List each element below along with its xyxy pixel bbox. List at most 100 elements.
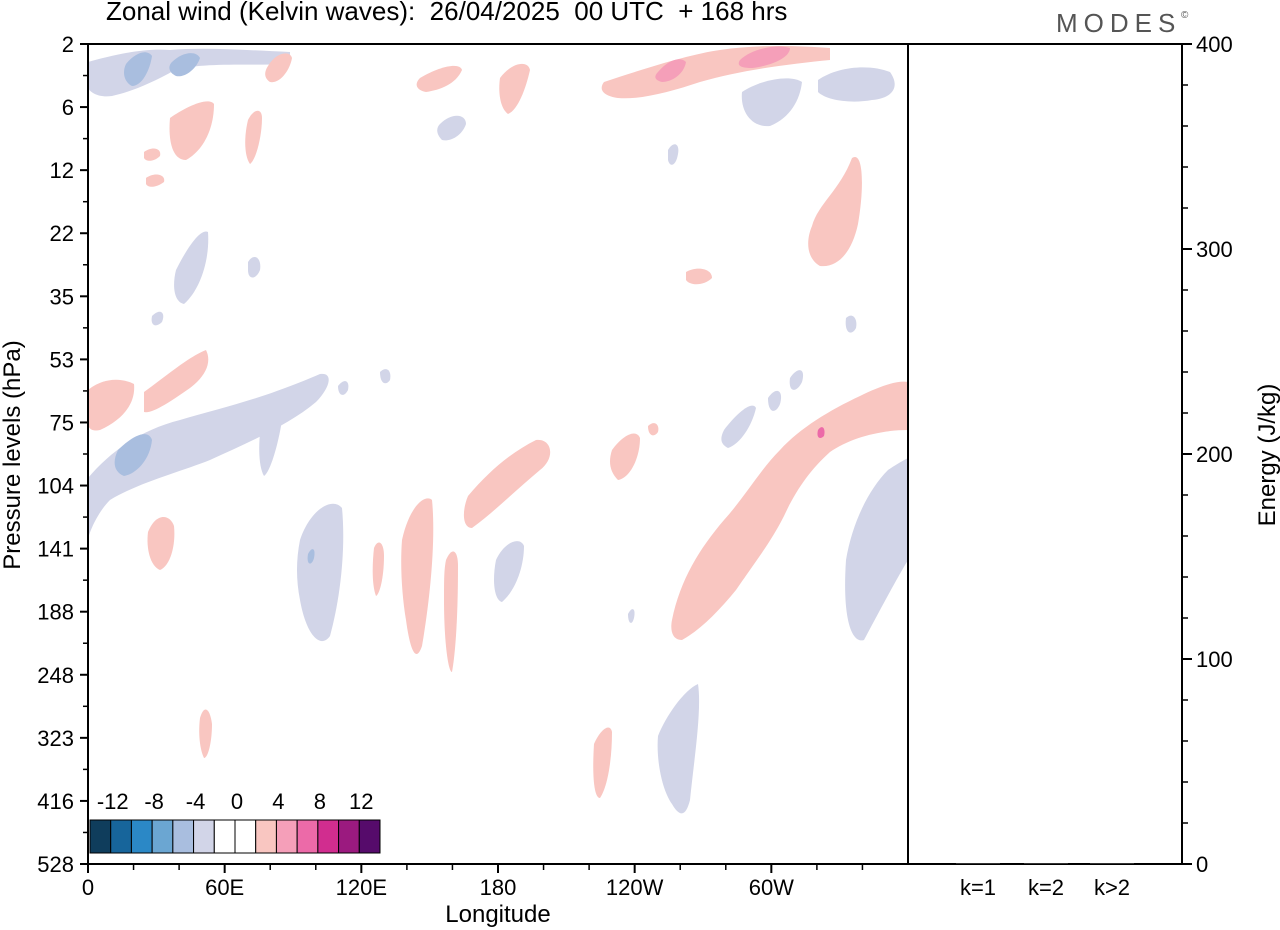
chart-title: Zonal wind (Kelvin waves): 26/04/2025 00… xyxy=(106,0,788,26)
contour-positive xyxy=(245,110,262,164)
energy-bars: k=1 k=2 k>2 xyxy=(956,863,1134,900)
y-tick-label: 416 xyxy=(37,789,74,814)
contour-negative xyxy=(494,541,524,602)
colorbar-cell xyxy=(317,819,340,854)
energy-bar xyxy=(1090,863,1134,864)
colorbar-cell xyxy=(172,819,195,854)
contour-positive xyxy=(199,709,212,758)
colorbar-cell xyxy=(213,819,236,854)
y-tick-label: 75 xyxy=(50,410,74,435)
contour-negative xyxy=(628,609,635,623)
x-tick-label: 120W xyxy=(606,875,664,900)
x-tick-label: 120E xyxy=(336,875,387,900)
colorbar-label: -8 xyxy=(144,789,164,814)
y-tick-label: 528 xyxy=(37,852,74,877)
contour-negative xyxy=(259,408,283,476)
contour-positive xyxy=(147,516,175,570)
contour-positive xyxy=(808,156,862,267)
energy-bar xyxy=(1024,863,1068,864)
contour-positive xyxy=(416,65,462,92)
contour-positive xyxy=(463,439,551,528)
colorbar-cell xyxy=(89,819,112,854)
contour-negative xyxy=(721,405,756,448)
contour-negative xyxy=(437,115,466,141)
energy-category-label: k=1 xyxy=(960,875,996,900)
energy-panel-frame xyxy=(907,43,1183,865)
contour-negative xyxy=(668,144,679,165)
y-tick-label: 6 xyxy=(62,95,74,120)
contour-positive xyxy=(817,427,825,438)
y-axis-title: Pressure levels (hPa) xyxy=(0,340,26,569)
contour-positive xyxy=(610,433,640,480)
colorbar-cell xyxy=(338,819,360,854)
energy-tick-label: 200 xyxy=(1196,442,1233,467)
y-tick-label: 188 xyxy=(37,600,74,625)
contour-positive xyxy=(648,423,659,436)
energy-category-label: k=2 xyxy=(1028,875,1064,900)
colorbar-label: 8 xyxy=(314,789,326,814)
contour-positive xyxy=(169,101,214,160)
colorbar-label: 4 xyxy=(272,789,284,814)
colorbar-cell xyxy=(234,819,257,854)
y-tick-label: 53 xyxy=(50,347,74,372)
contour-positive xyxy=(686,268,712,285)
contour-positive xyxy=(146,174,165,187)
contour-positive xyxy=(655,59,686,82)
energy-axis: 0 100 200 300 400 xyxy=(1182,32,1233,877)
contour-negative xyxy=(741,78,802,127)
energy-tick-label: 0 xyxy=(1196,852,1208,877)
contour-positive xyxy=(265,53,292,83)
colorbar-cell xyxy=(358,819,381,854)
contour-positive xyxy=(444,551,458,672)
contour-negative xyxy=(174,231,209,304)
colorbar-cell xyxy=(130,819,153,854)
energy-tick-label: 400 xyxy=(1196,32,1233,57)
contour-positive xyxy=(499,63,530,114)
contour-negative xyxy=(657,684,700,814)
y-tick-label: 323 xyxy=(37,726,74,751)
colorbar-cell xyxy=(275,819,298,854)
contour-negative xyxy=(114,434,152,476)
brand-logo: MODES xyxy=(1056,8,1182,38)
colorbar-label: 0 xyxy=(231,789,243,814)
y-tick-label: 2 xyxy=(62,32,74,57)
contour-positive xyxy=(88,379,135,431)
y-tick-label: 248 xyxy=(37,663,74,688)
energy-bar xyxy=(956,863,1000,864)
colorbar-cell xyxy=(255,819,277,854)
x-tick-label: 60W xyxy=(749,875,794,900)
colorbar-label: -12 xyxy=(97,789,129,814)
contour-positive xyxy=(372,542,384,596)
contour-negative xyxy=(151,311,164,326)
contour-negative xyxy=(845,458,908,641)
x-tick-label: 60E xyxy=(205,875,244,900)
contour-positive xyxy=(738,46,790,68)
contour-negative xyxy=(380,369,391,384)
energy-tick-label: 100 xyxy=(1196,647,1233,672)
contour-negative xyxy=(307,549,315,564)
y-axis: 2 6 12 22 35 53 75 104 141 188 248 323 416 528 xyxy=(37,32,88,877)
contour-negative xyxy=(248,256,261,278)
contour-positive xyxy=(593,727,612,798)
x-axis: 0 60E 120E 180 120W 60W xyxy=(82,864,864,900)
contour-negative xyxy=(124,52,152,86)
contour-positive xyxy=(144,148,161,161)
colorbar-cell xyxy=(151,819,174,854)
contour-positive xyxy=(401,498,434,654)
contour-positive xyxy=(144,350,209,413)
brand-copyright-mark: © xyxy=(1181,10,1189,21)
y-tick-label: 35 xyxy=(50,284,74,309)
contour-field xyxy=(88,46,908,814)
contour-negative xyxy=(768,390,782,411)
x-axis-title: Longitude xyxy=(445,901,550,928)
contour-negative xyxy=(845,315,857,333)
colorbar-label: -4 xyxy=(186,789,206,814)
colorbar-label: 12 xyxy=(349,789,373,814)
contour-negative xyxy=(338,381,349,395)
y-tick-label: 104 xyxy=(37,474,74,499)
contour-positive xyxy=(737,512,755,580)
energy-tick-label: 300 xyxy=(1196,237,1233,262)
contour-negative xyxy=(818,67,895,102)
energy-axis-title: Energy (J/kg) xyxy=(1254,384,1280,527)
